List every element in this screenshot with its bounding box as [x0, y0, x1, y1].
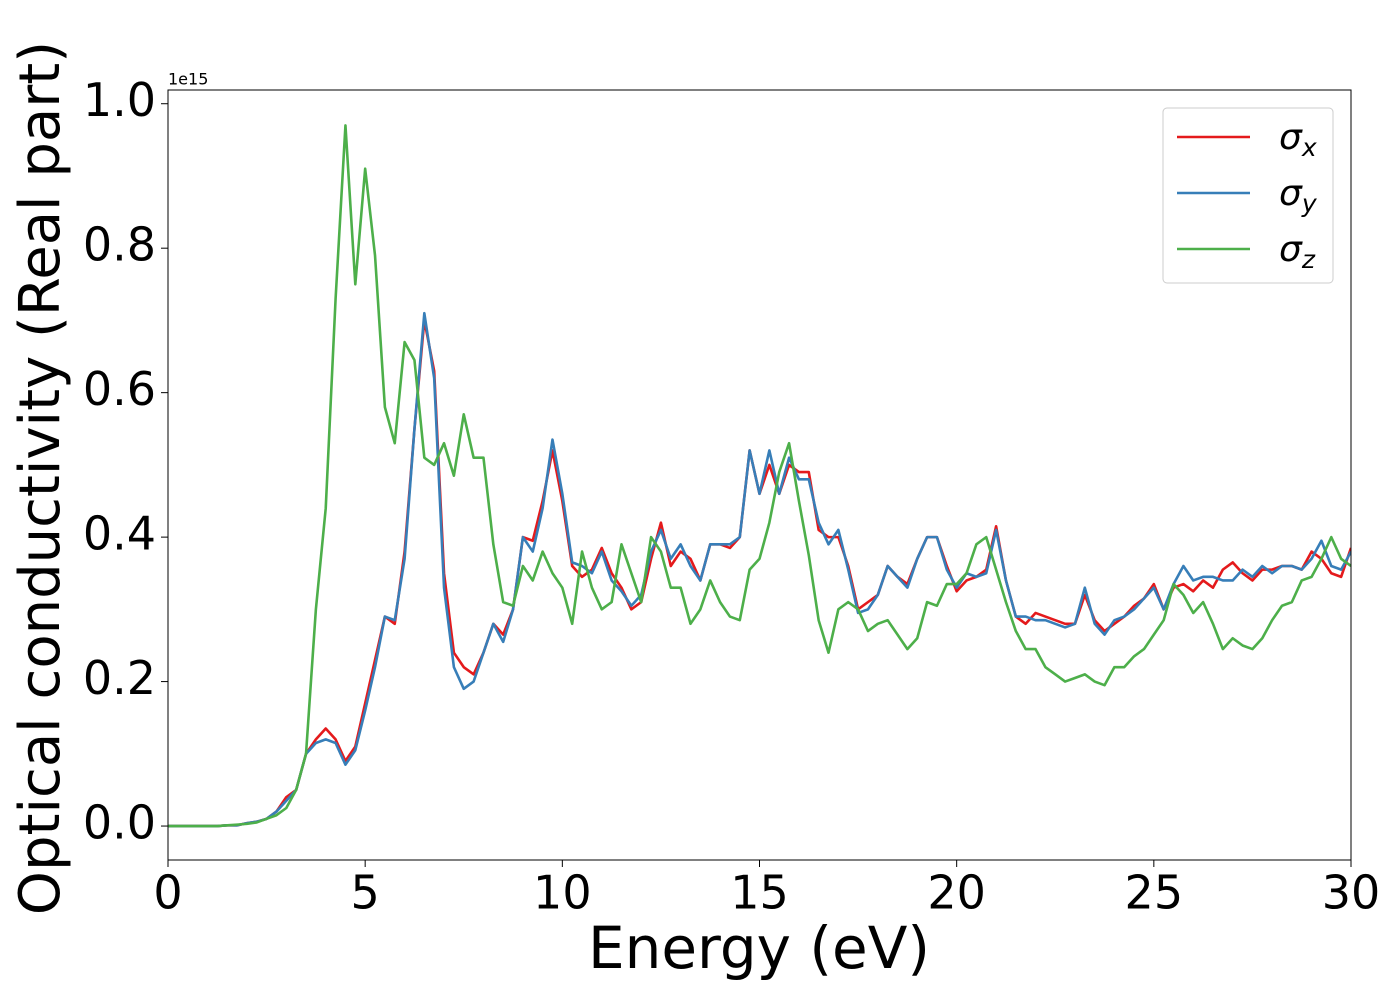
- y-tick-label: 0.6: [83, 362, 156, 416]
- x-tick-label: 0: [153, 866, 182, 920]
- x-tick-label: 25: [1125, 866, 1184, 920]
- legend-label: σx: [1279, 117, 1317, 162]
- data-line: [168, 319, 1351, 828]
- legend-box: [1162, 107, 1334, 284]
- legend-label: σz: [1279, 229, 1316, 274]
- data-line: [168, 124, 1351, 828]
- y-axis-label: Optical conductivity (Real part): [8, 41, 73, 915]
- y-tick-label: 1.0: [83, 73, 156, 127]
- legend-label: σy: [1279, 173, 1318, 218]
- x-tick-label: 30: [1322, 866, 1381, 920]
- y-offset-label: 1e15: [168, 70, 208, 89]
- y-tick-label: 0.8: [83, 218, 156, 272]
- y-tick-label: 0.4: [83, 507, 156, 561]
- x-tick-label: 5: [351, 866, 380, 920]
- x-tick-label: 10: [533, 866, 592, 920]
- x-axis-label: Energy (eV): [588, 914, 930, 982]
- data-line: [168, 311, 1351, 828]
- y-tick-label: 0.2: [83, 651, 156, 705]
- x-tick-label: 20: [927, 866, 986, 920]
- y-tick-label: 0.0: [83, 796, 156, 850]
- x-tick-label: 15: [730, 866, 789, 920]
